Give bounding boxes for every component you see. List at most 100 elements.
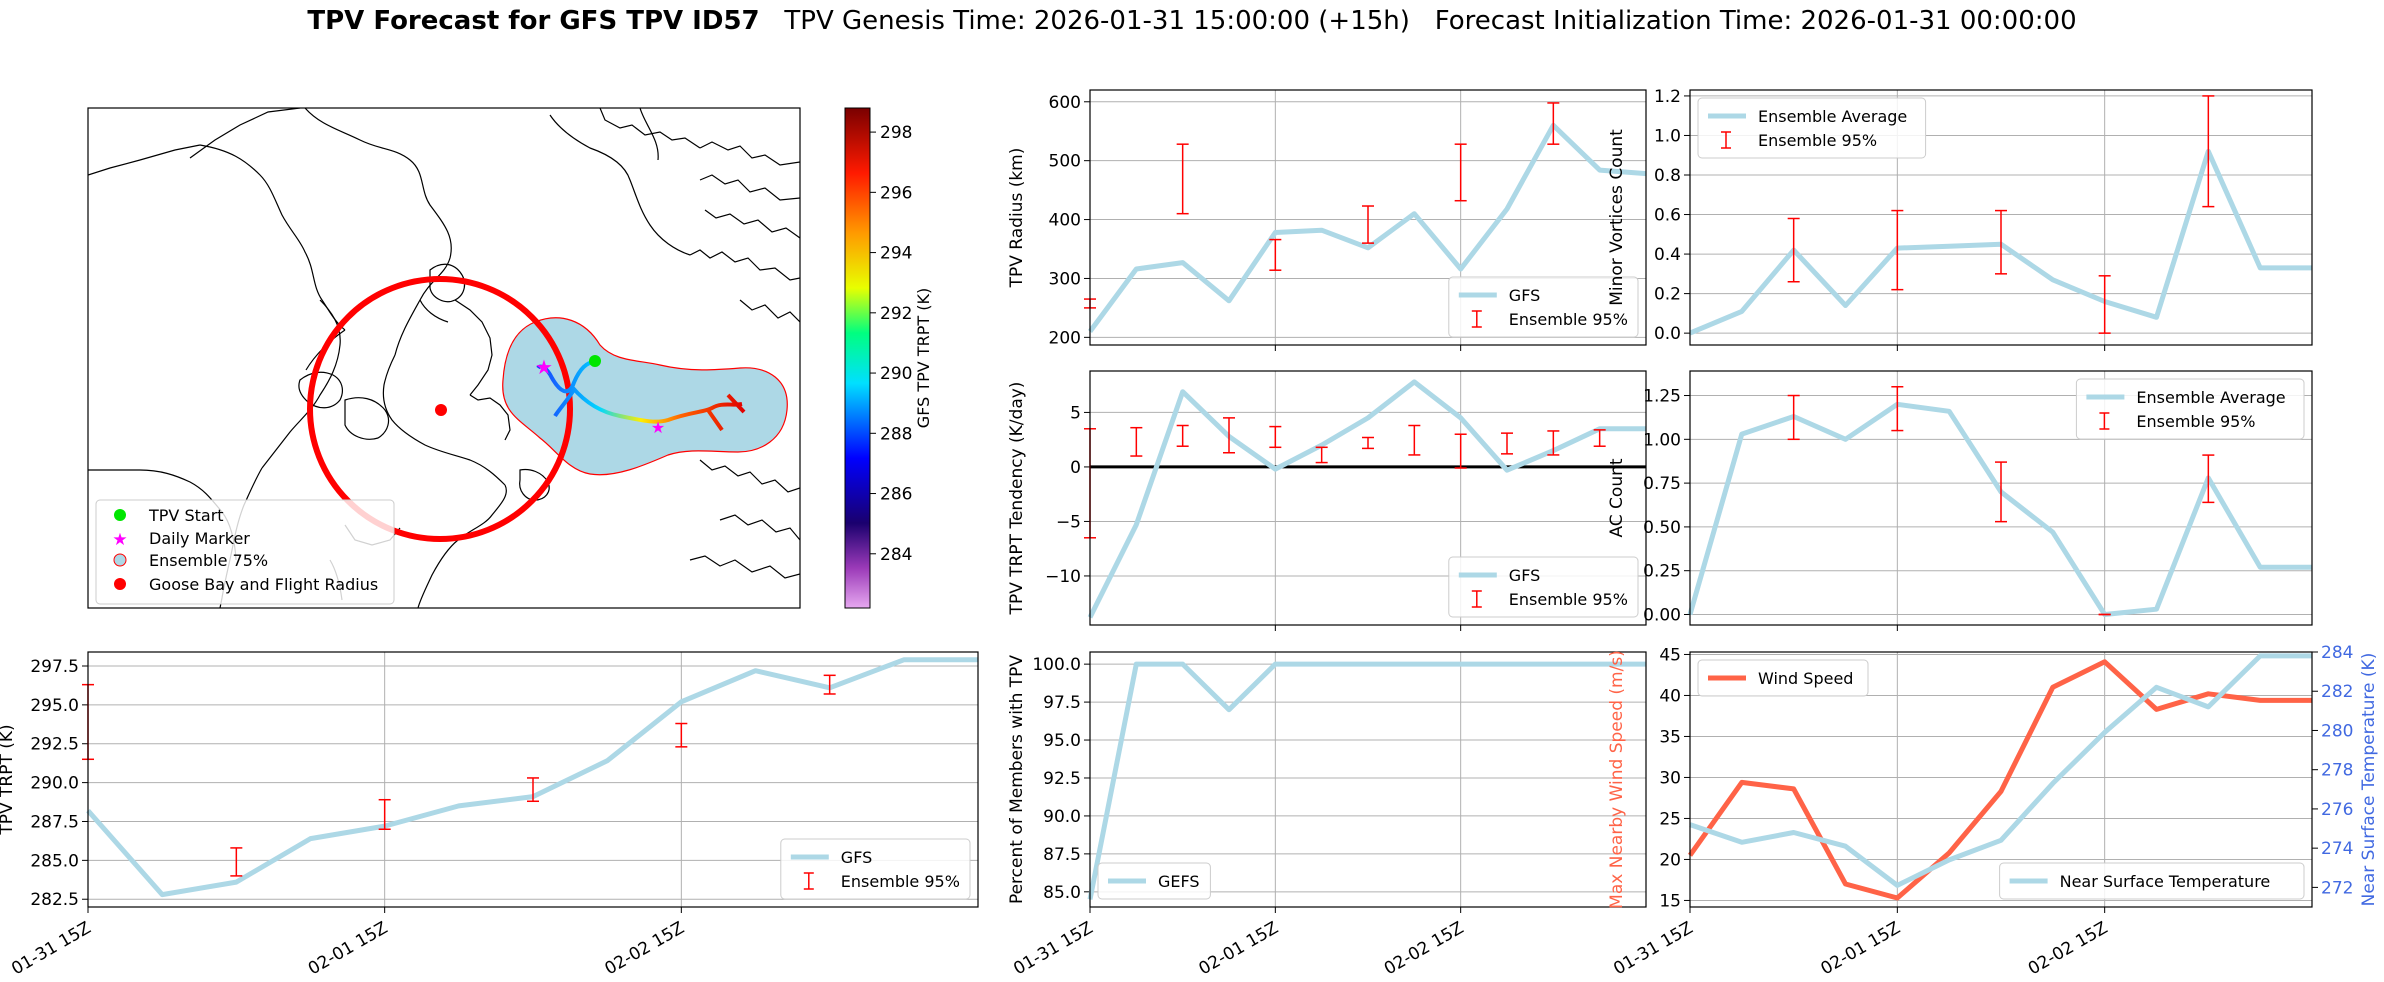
x-tick-label: 02-01 15Z (1818, 918, 1904, 979)
x-tick-label: 02-02 15Z (2025, 918, 2111, 979)
y-tick-label: 297.5 (30, 657, 79, 677)
y-tick-label: 30 (1659, 768, 1681, 788)
y-tick-label: 0.00 (1643, 605, 1681, 625)
chart-legend-box (1097, 862, 1211, 900)
error-bar (1891, 209, 1904, 291)
map-legend-box (95, 499, 395, 605)
legend-ensemble-75: Ensemble 75% (149, 551, 268, 570)
legend-entry: Ensemble 95% (1509, 590, 1628, 609)
y-tick-label: 290.0 (30, 774, 79, 794)
error-bar (1593, 429, 1606, 447)
error-bar (2202, 95, 2215, 208)
series-line (1687, 659, 2312, 901)
error-bar (1547, 430, 1560, 456)
legend-daily-marker: Daily Marker (149, 529, 250, 548)
chart-legend-box (780, 838, 971, 900)
y2-tick-label: 282 (2321, 682, 2353, 702)
y-tick-label: 87.5 (1043, 845, 1081, 865)
chart-legend-box (1697, 659, 1869, 697)
error-bar (1891, 386, 1904, 432)
plot-frame (87, 651, 979, 908)
y-tick-label: 5 (1070, 403, 1081, 423)
figure-title: TPV Forecast for GFS TPV ID57 TPV Genesi… (0, 6, 2384, 36)
error-bar (1408, 424, 1421, 456)
legend-tpv-start-icon (114, 509, 126, 521)
colorbar-tick-label: 286 (880, 485, 912, 505)
y-tick-label: 92.5 (1043, 769, 1081, 789)
y-axis-label: AC Count (1607, 458, 1627, 537)
y-tick-label: 500 (1049, 152, 1081, 172)
chart-legend-box (1448, 556, 1639, 618)
y-tick-label: 1.25 (1643, 387, 1681, 407)
y2-tick-label: 278 (2321, 761, 2353, 781)
y-tick-label: 600 (1049, 93, 1081, 113)
colorbar-tick-label: 296 (880, 183, 912, 203)
legend-entry: Ensemble 95% (2136, 412, 2255, 431)
y-axis-label: TPV Radius (km) (1007, 148, 1027, 289)
colorbar-tick-label: 294 (880, 244, 912, 264)
error-bar (1547, 102, 1560, 145)
y-tick-label: 0.4 (1654, 245, 1681, 265)
error-bar (2098, 275, 2111, 334)
legend-ensemble-icon (113, 553, 127, 567)
colorbar-tick-label: 298 (880, 123, 912, 143)
error-bar (527, 777, 539, 803)
legend-entry: Ensemble 95% (1509, 310, 1628, 329)
colorbar-gradient (844, 107, 871, 609)
y-tick-label: 287.5 (30, 812, 79, 832)
error-bar (675, 722, 688, 748)
plot-frame (1089, 89, 1647, 346)
error-bar (1223, 417, 1235, 454)
error-bar (2202, 454, 2215, 504)
chart-legend: GFS Ensemble 95% (1448, 556, 1639, 618)
plot-frame (1089, 370, 1647, 626)
ac-count-chart: 0.00 0.25 0.50 0.75 1.00 1.25 AC Count Ensemble… (1607, 370, 2313, 631)
y-tick-label: 1.00 (1643, 430, 1681, 450)
map-frame (87, 107, 801, 609)
x-tick-label: 02-02 15Z (602, 918, 688, 979)
y-tick-label: 20 (1659, 850, 1681, 870)
plot-frame (1689, 651, 2313, 908)
legend-tpv-start: TPV Start (148, 506, 224, 525)
x-tick-label: 02-01 15Z (305, 918, 391, 979)
legend-goose-bay: Goose Bay and Flight Radius (149, 575, 378, 594)
wind-temperature-chart: 15 20 25 30 35 40 45 01-31 15Z 02-01 15Z 02-02 15… (1607, 643, 2379, 979)
y-axis-label: Max Nearby Wind Speed (m/s) (1607, 650, 1627, 909)
y-tick-label: 85.0 (1043, 883, 1081, 903)
y-tick-label: 25 (1659, 809, 1681, 829)
chart-legend-box (1697, 97, 1927, 159)
colorbar-ticks: 284 286 288 290 292 294 296 298 (870, 123, 912, 565)
y2-tick-label: 274 (2321, 839, 2353, 859)
error-bar (378, 798, 391, 831)
chart-legend-box (1999, 862, 2305, 900)
y-tick-label: 15 (1659, 891, 1681, 911)
legend-star-icon: ★ (112, 530, 127, 550)
error-bar (1501, 432, 1513, 455)
figure-title-bold: TPV Forecast for GFS TPV ID57 (307, 6, 760, 36)
x-tick-label: 02-01 15Z (1196, 918, 1282, 979)
y-tick-label: 0.2 (1654, 285, 1681, 305)
colorbar-tick-label: 284 (880, 545, 912, 565)
error-bar (1130, 426, 1143, 457)
y-tick-label: 100.0 (1032, 655, 1081, 675)
y-tick-label: 95.0 (1043, 731, 1081, 751)
error-bar (230, 847, 243, 877)
legend-entry: GFS (1509, 286, 1540, 305)
chart-legend: GEFS (1097, 862, 1211, 900)
goose-bay-marker (435, 404, 447, 416)
y-tick-label: 295.0 (30, 696, 79, 716)
plot-frame (1689, 89, 2313, 346)
chart-legend: Wind Speed (1697, 659, 1869, 697)
y-tick-label: 0.6 (1654, 206, 1681, 226)
colorbar-tick-label: 292 (880, 304, 912, 324)
init-time: Forecast Initialization Time: 2026-01-31… (1434, 6, 2077, 36)
colorbar-tick-label: 288 (880, 424, 912, 444)
legend-entry: Wind Speed (1758, 669, 1853, 688)
error-bar (1787, 394, 1800, 441)
y-axis-label: Percent of Members with TPV (1007, 655, 1027, 904)
colorbar-label: GFS TPV TRPT (K) (914, 288, 933, 428)
legend-goose-bay-icon (114, 578, 126, 590)
y-tick-label: 0.0 (1654, 324, 1681, 344)
y-tick-label: 292.5 (30, 735, 79, 755)
